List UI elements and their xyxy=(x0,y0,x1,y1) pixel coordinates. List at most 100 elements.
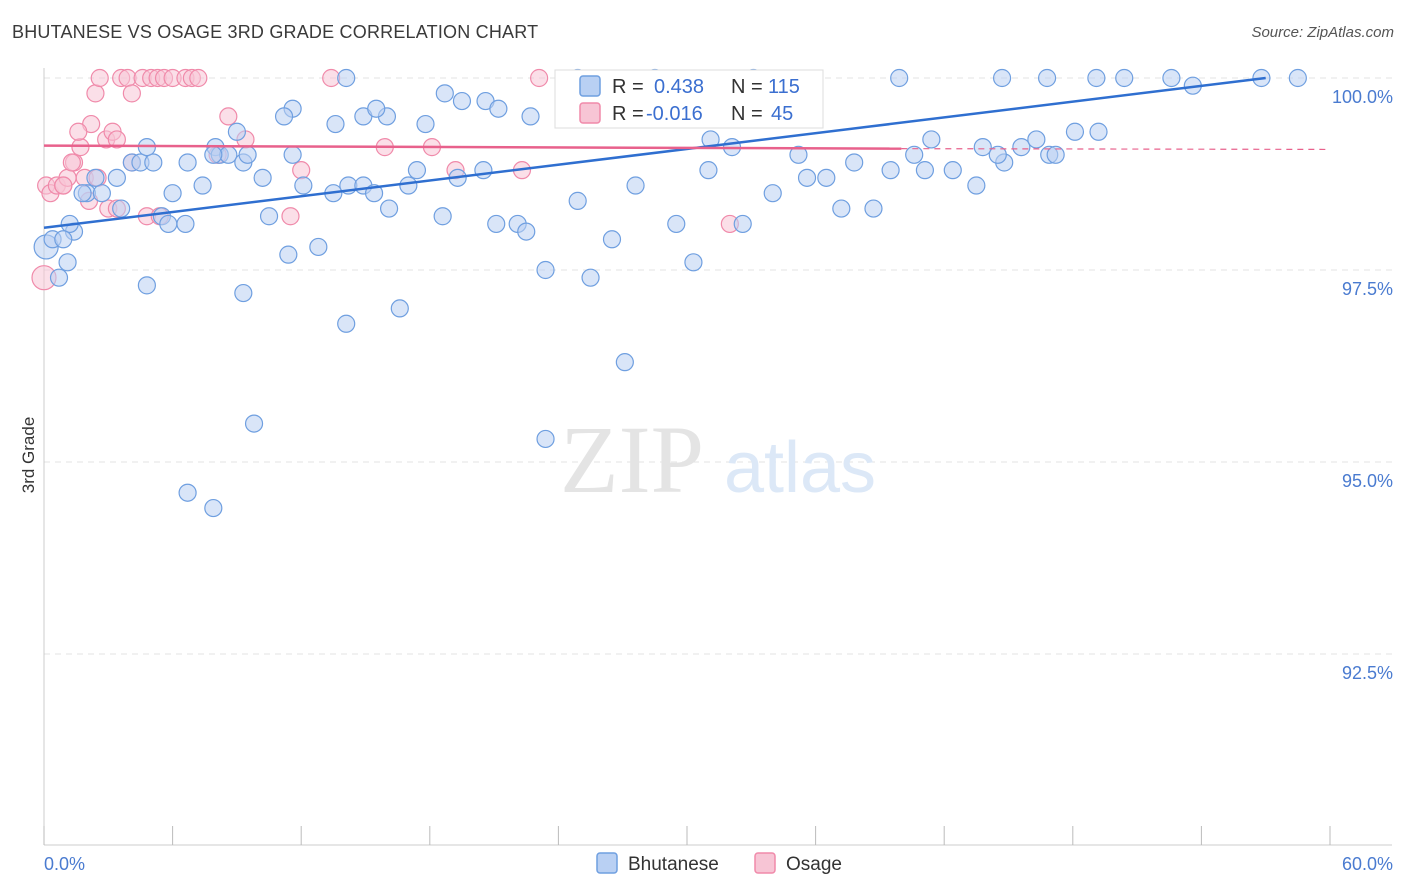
bhutanese-point xyxy=(973,138,992,157)
bhutanese-point xyxy=(294,176,313,195)
bhutanese-point xyxy=(283,145,302,164)
legend-r-value: -0.016 xyxy=(646,103,703,125)
bhutanese-trend-line xyxy=(43,76,1266,230)
bhutanese-point xyxy=(244,414,264,433)
osage-point xyxy=(530,68,549,88)
chart-title: BHUTANESE VS OSAGE 3RD GRADE CORRELATION… xyxy=(12,22,539,42)
osage-point xyxy=(189,68,208,88)
bhutanese-point xyxy=(159,214,178,234)
bhutanese-point xyxy=(474,161,493,180)
bhutanese-point xyxy=(253,168,272,187)
bhutanese-point xyxy=(832,199,851,218)
bhutanese-point xyxy=(521,107,540,126)
legend-n-label: N = xyxy=(731,76,763,98)
bhutanese-point xyxy=(144,153,163,172)
bhutanese-point xyxy=(178,483,197,502)
bhutanese-point xyxy=(58,253,77,272)
y-tick-label: 97.5% xyxy=(1342,279,1393,299)
bottom-legend-pink-swatch xyxy=(754,852,776,874)
bottom-legend-bhutanese: Bhutanese xyxy=(628,854,719,875)
bhutanese-point xyxy=(845,153,864,172)
legend-n-label: N = xyxy=(731,103,763,125)
bhutanese-point xyxy=(789,145,808,164)
bhutanese-point xyxy=(163,184,182,203)
bhutanese-point xyxy=(864,199,883,218)
bhutanese-point xyxy=(107,168,126,187)
bhutanese-point xyxy=(1115,68,1134,88)
osage-point xyxy=(86,84,105,103)
watermark: ZIP atlas xyxy=(560,406,876,513)
bhutanese-point xyxy=(536,260,555,280)
bhutanese-point xyxy=(1087,68,1106,88)
osage-point xyxy=(69,122,88,141)
y-axis-label: 3rd Grade xyxy=(19,417,38,494)
legend-n-value: 45 xyxy=(771,103,793,125)
source-label: Source: ZipAtlas.com xyxy=(1251,24,1394,41)
x-tick-label: 60.0% xyxy=(1342,854,1393,874)
bhutanese-point xyxy=(1027,130,1046,149)
bhutanese-point xyxy=(817,168,836,187)
bhutanese-point xyxy=(227,122,246,141)
bhutanese-point xyxy=(1046,145,1065,164)
bottom-legend-blue-swatch xyxy=(596,852,618,874)
bhutanese-point xyxy=(367,99,386,118)
y-tick-label: 100.0% xyxy=(1332,87,1393,107)
axes: 100.0% 97.5% 95.0% 92.5% 0.0% 60.0% xyxy=(43,68,1393,874)
osage-trend-extension xyxy=(901,148,1331,151)
bhutanese-point xyxy=(905,145,924,164)
bottom-legend: Bhutanese Osage xyxy=(596,852,842,875)
legend-r-label: R = xyxy=(612,103,644,125)
bhutanese-point xyxy=(193,176,212,195)
bhutanese-point xyxy=(399,176,418,195)
bhutanese-point xyxy=(86,168,105,187)
bhutanese-point xyxy=(922,130,941,149)
legend-blue-swatch xyxy=(579,75,601,97)
bhutanese-point xyxy=(178,153,197,172)
bhutanese-point xyxy=(1012,138,1031,157)
bhutanese-point xyxy=(602,230,622,249)
bhutanese-point xyxy=(1089,122,1108,141)
bhutanese-point xyxy=(733,214,752,234)
bhutanese-point xyxy=(326,114,345,134)
legend-r-label: R = xyxy=(612,76,644,98)
bhutanese-point xyxy=(204,498,223,518)
bhutanese-point xyxy=(615,353,634,372)
bhutanese-point xyxy=(337,68,356,88)
bhutanese-point xyxy=(238,145,257,164)
bhutanese-point xyxy=(390,299,409,318)
bhutanese-point xyxy=(433,207,452,226)
osage-trend-line xyxy=(43,144,902,150)
bhutanese-point xyxy=(1065,122,1085,141)
osage-point xyxy=(292,161,311,180)
osage-point xyxy=(219,107,238,126)
bhutanese-point xyxy=(988,145,1007,164)
bhutanese-point xyxy=(112,199,131,218)
bhutanese-point xyxy=(416,114,435,134)
watermark-zip: ZIP xyxy=(560,406,704,513)
bhutanese-point xyxy=(309,237,328,257)
bhutanese-point xyxy=(274,107,294,126)
osage-point xyxy=(62,153,81,172)
bhutanese-point xyxy=(73,184,92,203)
osage-point xyxy=(281,207,300,226)
bhutanese-point xyxy=(279,245,298,264)
bhutanese-point xyxy=(137,276,156,295)
bhutanese-point xyxy=(489,99,508,118)
legend-r-value: 0.438 xyxy=(654,76,704,98)
bhutanese-point xyxy=(763,184,782,203)
watermark-atlas: atlas xyxy=(724,428,876,508)
bhutanese-point xyxy=(881,161,900,180)
bhutanese-point xyxy=(379,199,399,218)
osage-point xyxy=(107,130,126,149)
bhutanese-point xyxy=(49,268,69,287)
bhutanese-point xyxy=(967,176,986,195)
bhutanese-point xyxy=(1162,68,1181,88)
bhutanese-point xyxy=(890,68,909,88)
bhutanese-point xyxy=(337,314,356,333)
legend-n-value: 115 xyxy=(768,76,800,98)
bhutanese-point xyxy=(992,68,1012,88)
x-tick-label: 0.0% xyxy=(44,854,85,874)
bhutanese-point xyxy=(568,191,587,210)
bottom-legend-osage: Osage xyxy=(786,854,842,875)
